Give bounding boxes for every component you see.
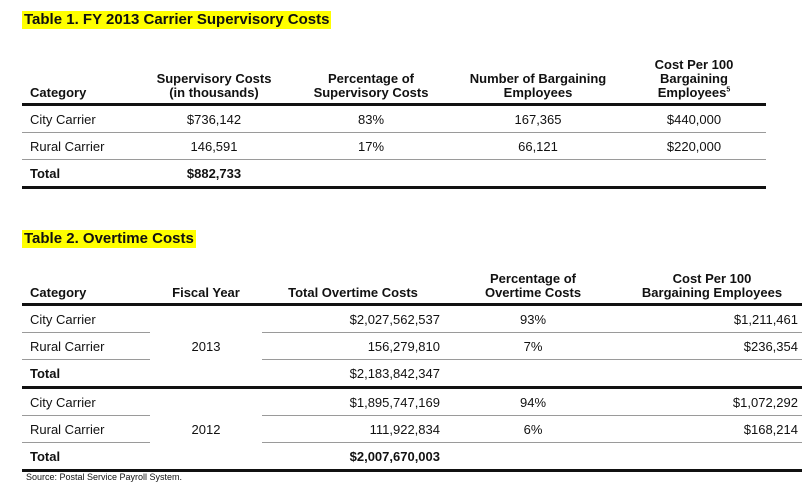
row-category: Rural Carrier xyxy=(30,138,105,154)
footnote-marker: 5 xyxy=(726,86,731,94)
total-row: Total $2,007,670,003 xyxy=(22,443,802,471)
row-category: City Carrier xyxy=(30,111,96,127)
fiscal-year-cell: 2013 xyxy=(191,338,221,354)
header-supervisory-costs: Supervisory Costs (in thousands) xyxy=(156,71,272,100)
row-cost-per-100: $440,000 xyxy=(666,111,722,127)
row-supervisory-costs: $736,142 xyxy=(186,111,242,127)
row-cost-per-100: $1,072,292 xyxy=(732,394,798,410)
table2-title: Table 2. Overtime Costs xyxy=(22,230,196,248)
header-category: Category xyxy=(30,285,87,300)
header-fiscal-year: Fiscal Year xyxy=(172,285,240,300)
row-category: Rural Carrier xyxy=(30,338,105,354)
table1-header-row: Category Supervisory Costs (in thousands)… xyxy=(22,56,766,105)
table1-title: Table 1. FY 2013 Carrier Supervisory Cos… xyxy=(22,11,332,29)
header-percentage: Percentage of Overtime Costs xyxy=(484,271,582,300)
row-employees: 66,121 xyxy=(518,138,558,154)
row-percentage: 94% xyxy=(519,394,547,410)
supervisory-costs-table: Category Supervisory Costs (in thousands)… xyxy=(22,56,766,189)
row-percentage: 93% xyxy=(519,311,547,327)
row-cost-per-100: $220,000 xyxy=(666,138,722,154)
table-row: Rural Carrier 111,922,834 6% $168,214 xyxy=(22,416,802,443)
row-percentage: 17% xyxy=(357,138,385,154)
total-row: Total $882,733 xyxy=(22,160,766,188)
row-category: City Carrier xyxy=(30,311,96,327)
total-supervisory-costs: $882,733 xyxy=(186,165,242,181)
row-cost-per-100: $168,214 xyxy=(743,421,798,437)
row-supervisory-costs: 146,591 xyxy=(190,138,238,154)
table-row: Rural Carrier 146,591 17% 66,121 $220,00… xyxy=(22,133,766,160)
row-overtime-costs: $2,027,562,537 xyxy=(349,311,440,327)
total-label: Total xyxy=(30,165,61,181)
table2-header-row: Category Fiscal Year Total Overtime Cost… xyxy=(22,270,802,305)
row-cost-per-100: $236,354 xyxy=(743,338,798,354)
total-overtime-costs: $2,183,842,347 xyxy=(349,365,440,381)
header-total-overtime: Total Overtime Costs xyxy=(288,285,418,300)
table-row: City Carrier $736,142 83% 167,365 $440,0… xyxy=(22,105,766,133)
row-percentage: 7% xyxy=(523,338,543,354)
row-percentage: 83% xyxy=(357,111,385,127)
row-overtime-costs: $1,895,747,169 xyxy=(349,394,440,410)
header-bargaining-employees: Number of Bargaining Employees xyxy=(469,71,607,100)
row-percentage: 6% xyxy=(523,421,543,437)
header-cost-per-100: Cost Per 100 Bargaining Employees xyxy=(641,271,783,300)
table-row: Rural Carrier 156,279,810 7% $236,354 xyxy=(22,333,802,360)
header-category: Category xyxy=(30,85,87,100)
table-row: City Carrier 2013 $2,027,562,537 93% $1,… xyxy=(22,305,802,354)
total-label: Total xyxy=(30,448,61,464)
row-category: Rural Carrier xyxy=(30,421,105,437)
header-cost-per-100: Cost Per 100 Bargaining Employees5 xyxy=(654,57,734,100)
row-category: City Carrier xyxy=(30,394,96,410)
row-overtime-costs: 156,279,810 xyxy=(367,338,440,354)
fiscal-year-cell: 2012 xyxy=(191,421,221,437)
header-percentage: Percentage of Supervisory Costs xyxy=(313,71,429,100)
row-employees: 167,365 xyxy=(514,111,562,127)
total-label: Total xyxy=(30,365,61,381)
total-overtime-costs: $2,007,670,003 xyxy=(349,448,440,464)
table-row: City Carrier 2012 $1,895,747,169 94% $1,… xyxy=(22,388,802,437)
total-row: Total $2,183,842,347 xyxy=(22,360,802,388)
overtime-costs-table: Category Fiscal Year Total Overtime Cost… xyxy=(22,270,802,472)
row-cost-per-100: $1,211,461 xyxy=(733,311,798,327)
row-overtime-costs: 111,922,834 xyxy=(369,421,440,437)
source-note: Source: Postal Service Payroll System. xyxy=(26,472,183,482)
